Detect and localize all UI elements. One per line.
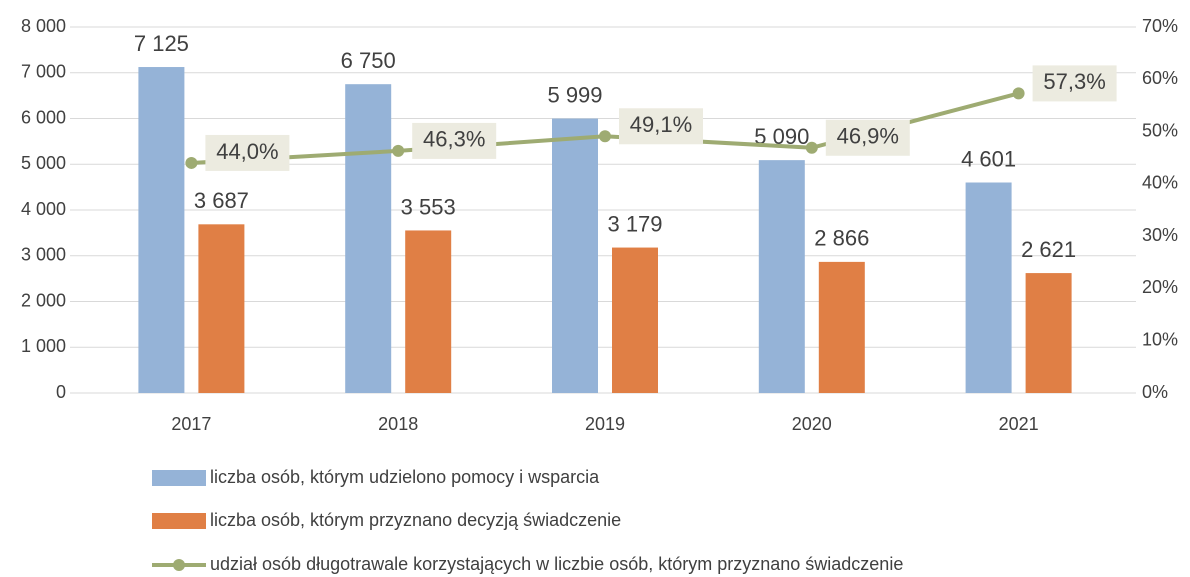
bar-value-label: 5 999 (547, 82, 602, 107)
y2-tick-label: 0% (1142, 382, 1168, 402)
bar-value-label: 2 621 (1021, 237, 1076, 262)
legend-label: liczba osób, którym przyznano decyzją św… (210, 510, 621, 530)
legend-marker (173, 559, 185, 571)
x-tick-label: 2017 (171, 414, 211, 434)
y2-tick-label: 50% (1142, 120, 1178, 140)
value-label-box (1032, 65, 1117, 102)
line-value-label: 46,3% (423, 127, 485, 152)
y-tick-label: 3 000 (21, 245, 66, 265)
legend-swatch (152, 470, 206, 486)
x-tick-label: 2018 (378, 414, 418, 434)
y-tick-label: 4 000 (21, 199, 66, 219)
bar (138, 67, 185, 393)
legend-label: udział osób długotrawale korzystających … (210, 554, 903, 574)
line-value-label: 57,3% (1043, 69, 1105, 94)
bar-value-label: 4 601 (961, 146, 1016, 171)
y-tick-label: 7 000 (21, 62, 66, 82)
bar (758, 160, 805, 393)
value-label-box (825, 119, 910, 156)
y2-tick-label: 30% (1142, 225, 1178, 245)
y-tick-label: 5 000 (21, 153, 66, 173)
value-label-box (205, 134, 290, 171)
legend-swatch (152, 513, 206, 529)
bar (405, 230, 452, 393)
line-marker (1012, 87, 1025, 100)
value-label-box (619, 108, 703, 145)
bar-value-label: 2 866 (814, 226, 869, 251)
bar (552, 118, 598, 394)
bar-value-label: 3 687 (194, 188, 249, 213)
y-tick-label: 2 000 (21, 290, 66, 310)
y-tick-label: 8 000 (21, 16, 66, 36)
line-value-label: 44,0% (216, 139, 278, 164)
bar (198, 224, 245, 393)
line-marker (185, 156, 198, 169)
bar (818, 261, 865, 393)
x-tick-label: 2021 (999, 414, 1039, 434)
y2-tick-label: 40% (1142, 173, 1178, 193)
bar (965, 182, 1012, 393)
bar (612, 247, 658, 393)
bar-value-label: 3 179 (607, 211, 662, 236)
x-tick-label: 2020 (792, 414, 832, 434)
x-tick-label: 2019 (585, 414, 625, 434)
line-value-label: 46,9% (837, 124, 899, 149)
bar-value-label: 7 125 (134, 31, 189, 56)
bar (1025, 273, 1072, 393)
y2-tick-label: 10% (1142, 329, 1178, 349)
y2-tick-label: 60% (1142, 68, 1178, 88)
y-tick-label: 0 (56, 382, 66, 402)
bar-value-label: 3 553 (401, 194, 456, 219)
y-tick-label: 6 000 (21, 107, 66, 127)
y-tick-label: 1 000 (21, 336, 66, 356)
bar (345, 84, 392, 393)
legend-label: liczba osób, którym udzielono pomocy i w… (210, 467, 600, 487)
y2-tick-label: 70% (1142, 16, 1178, 36)
value-label-box (412, 122, 497, 159)
line-value-label: 49,1% (630, 112, 692, 137)
line-marker (599, 130, 611, 143)
y2-tick-label: 20% (1142, 277, 1178, 297)
line-marker (392, 144, 405, 157)
line-marker (805, 141, 818, 154)
bar-value-label: 6 750 (341, 48, 396, 73)
